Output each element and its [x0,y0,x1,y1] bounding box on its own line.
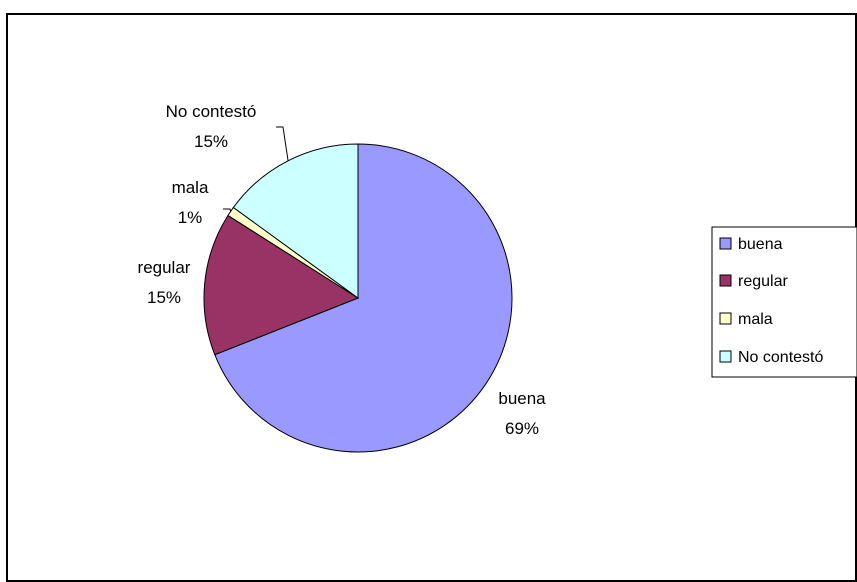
legend-label-regular: regular [738,273,788,290]
legend-swatch-no-contesto [719,350,732,363]
label-no-contesto-category: No contestó [166,102,257,121]
legend: buena regular mala No contestó [711,226,857,378]
legend-box [711,226,857,378]
legend-item-mala: mala [719,311,773,328]
legend-swatch-buena [719,237,732,250]
label-no-contesto-percent: 15% [194,132,228,151]
legend-label-no-contesto: No contestó [738,349,823,366]
legend-swatch-regular [719,274,732,287]
label-mala-category: mala [172,178,209,197]
legend-swatch-mala [719,312,732,325]
pie-slice-no-contesto [232,143,359,299]
legend-item-regular: regular [719,273,788,290]
label-regular-percent: 15% [147,288,181,307]
label-no-contesto: No contestó 15% [166,102,257,151]
legend-item-no-contesto: No contestó [719,349,823,366]
pie-slice-buena [214,143,513,453]
label-regular-category: regular [138,258,191,277]
label-regular: regular 15% [138,258,191,307]
label-buena-category: buena [498,389,546,408]
label-mala-percent: 1% [178,208,203,227]
legend-label-buena: buena [738,236,783,253]
leader-lines [223,126,289,212]
pie-slice-regular [203,214,360,356]
legend-label-mala: mala [738,311,773,328]
pie-slices [203,143,513,453]
label-buena: buena 69% [498,389,546,438]
leader-line-no-contesto [276,126,289,161]
leader-line-mala [223,208,232,212]
label-buena-percent: 69% [505,419,539,438]
label-mala: mala 1% [172,178,209,227]
legend-item-buena: buena [719,236,783,253]
